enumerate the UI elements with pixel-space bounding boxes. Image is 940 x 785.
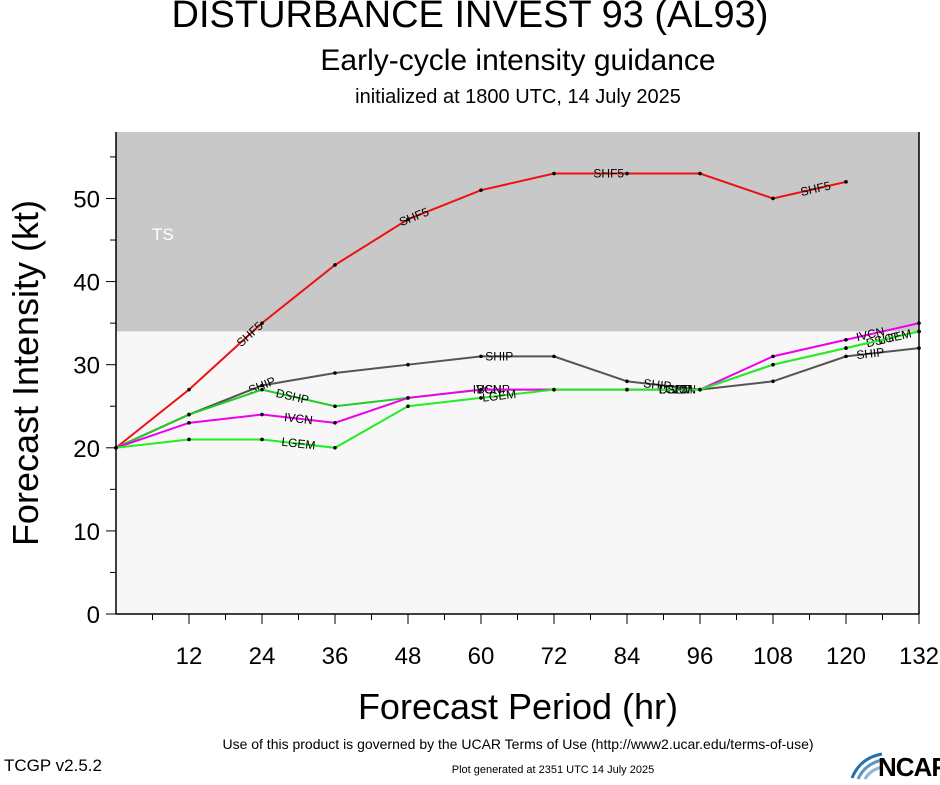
- series-line: [115, 330, 920, 449]
- data-point: [771, 379, 775, 384]
- data-point: [260, 412, 264, 417]
- data-point: [844, 354, 848, 359]
- data-point: [187, 421, 191, 425]
- data-point: [406, 396, 410, 400]
- data-point: [333, 445, 337, 450]
- data-point: [771, 196, 775, 201]
- x-tick-label: 108: [753, 643, 793, 670]
- data-point: [333, 371, 337, 375]
- y-tick-label: 40: [73, 270, 100, 297]
- series-label: LGEM: [482, 387, 517, 405]
- x-tick-label: 24: [249, 643, 276, 670]
- x-tick-label: 84: [614, 643, 641, 670]
- y-tick-label: 30: [73, 353, 100, 380]
- data-point: [260, 387, 264, 392]
- x-tick-label: 96: [687, 643, 714, 670]
- plot-generated-text: Plot generated at 2351 UTC 14 July 2025: [451, 764, 655, 776]
- x-tick-label: 120: [826, 643, 866, 670]
- data-point: [625, 387, 629, 392]
- data-point: [479, 396, 483, 400]
- x-tick-label: 36: [322, 643, 349, 670]
- data-point: [771, 354, 775, 359]
- ncar-logo-text: NCAR: [878, 752, 940, 782]
- data-point: [625, 379, 629, 384]
- series-label: IVCN: [855, 324, 886, 344]
- series-line: [115, 322, 920, 449]
- x-tick-label: 132: [899, 643, 939, 670]
- series-line: [115, 347, 920, 449]
- data-point: [260, 437, 264, 442]
- data-point: [187, 437, 191, 442]
- data-point: [187, 412, 191, 417]
- series-label: LGEM: [659, 383, 693, 397]
- data-point: [625, 171, 629, 176]
- data-point: [844, 180, 848, 184]
- data-point: [698, 171, 702, 176]
- data-point: [844, 346, 848, 350]
- data-point: [187, 387, 191, 392]
- series-label: IVCN: [283, 410, 313, 427]
- band-label: TS: [152, 225, 174, 244]
- data-point: [479, 354, 483, 359]
- data-point: [552, 354, 556, 359]
- data-point: [844, 337, 848, 342]
- y-tick-label: 0: [87, 602, 100, 629]
- y-axis-label-container: Forecast Intensity (kt): [2, 132, 50, 614]
- data-point: [260, 321, 264, 325]
- data-point: [552, 387, 556, 392]
- y-tick-label: 50: [73, 186, 100, 213]
- data-point: [333, 263, 337, 267]
- y-tick-label: 20: [73, 436, 100, 463]
- version-label: TCGP v2.5.2: [4, 756, 102, 775]
- ncar-logo: NCAR: [850, 752, 940, 782]
- series-label: SHIP: [485, 349, 513, 363]
- chart-subtitle: Early-cycle intensity guidance: [320, 44, 716, 77]
- data-point: [406, 404, 410, 409]
- y-axis-label: Forecast Intensity (kt): [5, 199, 46, 547]
- data-point: [260, 383, 264, 388]
- series-label: LGEM: [281, 435, 316, 453]
- series-label: SHF5: [593, 167, 624, 181]
- data-point: [771, 362, 775, 367]
- x-tick-label: 12: [176, 643, 203, 670]
- ncar-logo-icon: [850, 752, 883, 780]
- series-label: IVCN: [473, 383, 502, 397]
- data-point: [479, 387, 483, 392]
- data-point: [406, 217, 410, 222]
- y-tick-label: 10: [73, 519, 100, 546]
- data-point: [479, 188, 483, 192]
- x-tick-label: 48: [395, 643, 422, 670]
- x-tick-label: 60: [468, 643, 495, 670]
- intensity-band: [116, 331, 919, 614]
- data-point: [333, 404, 337, 409]
- initialization-time: initialized at 1800 UTC, 14 July 2025: [355, 86, 681, 108]
- chart-title: DISTURBANCE INVEST 93 (AL93): [171, 0, 769, 36]
- terms-of-use-text: Use of this product is governed by the U…: [222, 736, 814, 752]
- intensity-band: [116, 132, 919, 332]
- data-point: [552, 171, 556, 176]
- data-point: [333, 421, 337, 425]
- data-point: [698, 387, 702, 392]
- series-label: SHIP: [856, 345, 885, 362]
- data-point: [406, 362, 410, 367]
- x-axis-label: Forecast Period (hr): [357, 686, 679, 727]
- x-tick-label: 72: [541, 643, 568, 670]
- series-label: SHF5: [799, 178, 832, 199]
